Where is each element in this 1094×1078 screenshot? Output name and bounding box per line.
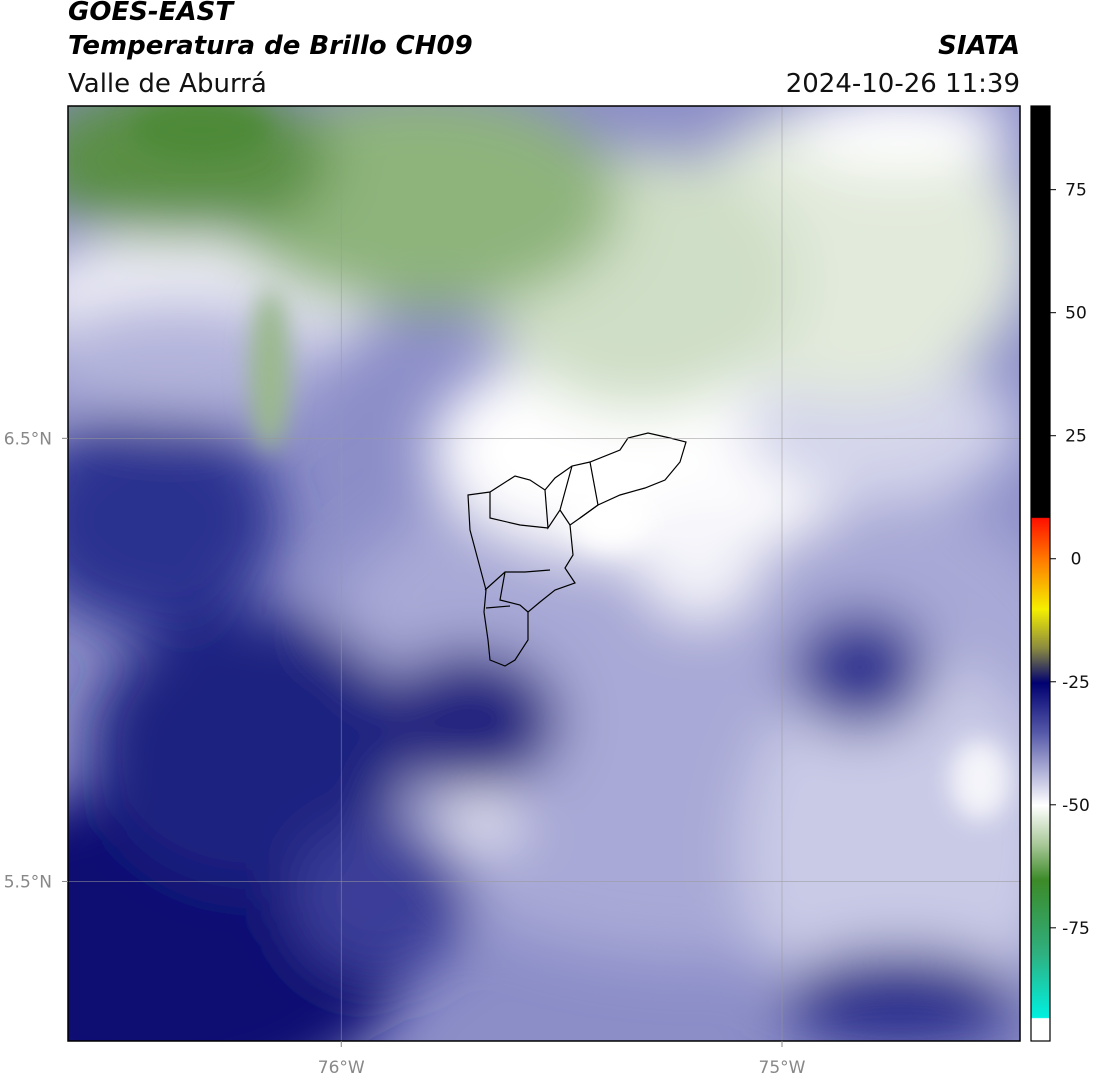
x-tick-label: 76°W xyxy=(318,1058,365,1078)
source: SIATA xyxy=(938,31,1020,61)
colorbar-tick-label: -75 xyxy=(1062,919,1090,939)
colorbar-tick-label: 50 xyxy=(1065,304,1087,324)
map-frame xyxy=(67,105,1021,1042)
imagery xyxy=(68,106,1020,1041)
colorbar-tick-label: 0 xyxy=(1071,550,1082,570)
graticule xyxy=(68,106,1020,1041)
colorbar-tick-label: -25 xyxy=(1062,673,1090,693)
colorbar xyxy=(1030,105,1051,1042)
title: GOES-EAST xyxy=(68,0,235,27)
colorbar-tick-label: -50 xyxy=(1062,796,1090,816)
colorbar-tick-label: 25 xyxy=(1065,427,1087,447)
y-tick-label: 5.5°N xyxy=(4,872,52,892)
subtitle: Temperatura de Brillo CH09 xyxy=(68,31,473,61)
region: Valle de Aburrá xyxy=(68,69,267,99)
valley-boundary xyxy=(467,432,687,667)
timestamp: 2024-10-26 11:39 xyxy=(786,69,1020,99)
x-tick-label: 75°W xyxy=(759,1058,806,1078)
colorbar-tick-label: 75 xyxy=(1065,181,1087,201)
y-tick-label: 6.5°N xyxy=(4,429,52,449)
